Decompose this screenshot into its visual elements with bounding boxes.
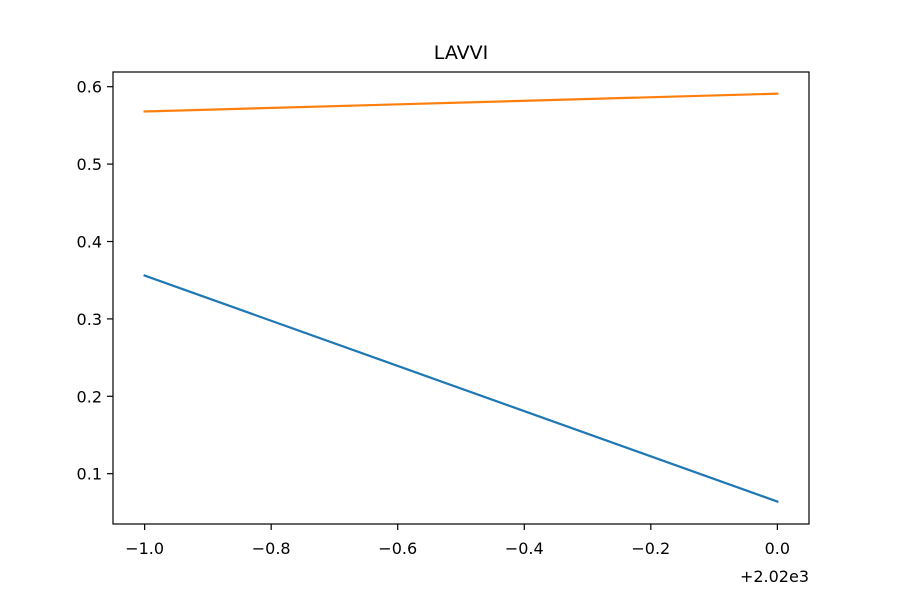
x-tick-label: −0.4 bbox=[505, 539, 544, 558]
x-tick-label: −0.2 bbox=[631, 539, 670, 558]
x-axis: −1.0 −0.8 −0.6 −0.4 −0.2 0.0 bbox=[125, 524, 790, 558]
series-layer bbox=[143, 92, 779, 503]
y-tick-label: 0.5 bbox=[77, 155, 102, 174]
y-tick-label: 0.4 bbox=[77, 233, 102, 252]
x-tick-label: −1.0 bbox=[125, 539, 164, 558]
plot-frame bbox=[112, 71, 810, 525]
x-tick-label: −0.8 bbox=[252, 539, 291, 558]
series-line-2 bbox=[143, 92, 779, 113]
series-line-1 bbox=[143, 274, 779, 503]
y-tick-label: 0.6 bbox=[77, 78, 102, 97]
y-tick-label: 0.2 bbox=[77, 387, 102, 406]
y-axis: 0.1 0.2 0.3 0.4 0.5 0.6 bbox=[77, 78, 113, 484]
chart-title: LAVVI bbox=[434, 42, 488, 64]
x-tick-label: 0.0 bbox=[765, 539, 790, 558]
y-tick-label: 0.1 bbox=[77, 465, 102, 484]
x-tick-label: −0.6 bbox=[378, 539, 417, 558]
x-offset-label: +2.02e3 bbox=[740, 567, 809, 586]
y-tick-label: 0.3 bbox=[77, 310, 102, 329]
